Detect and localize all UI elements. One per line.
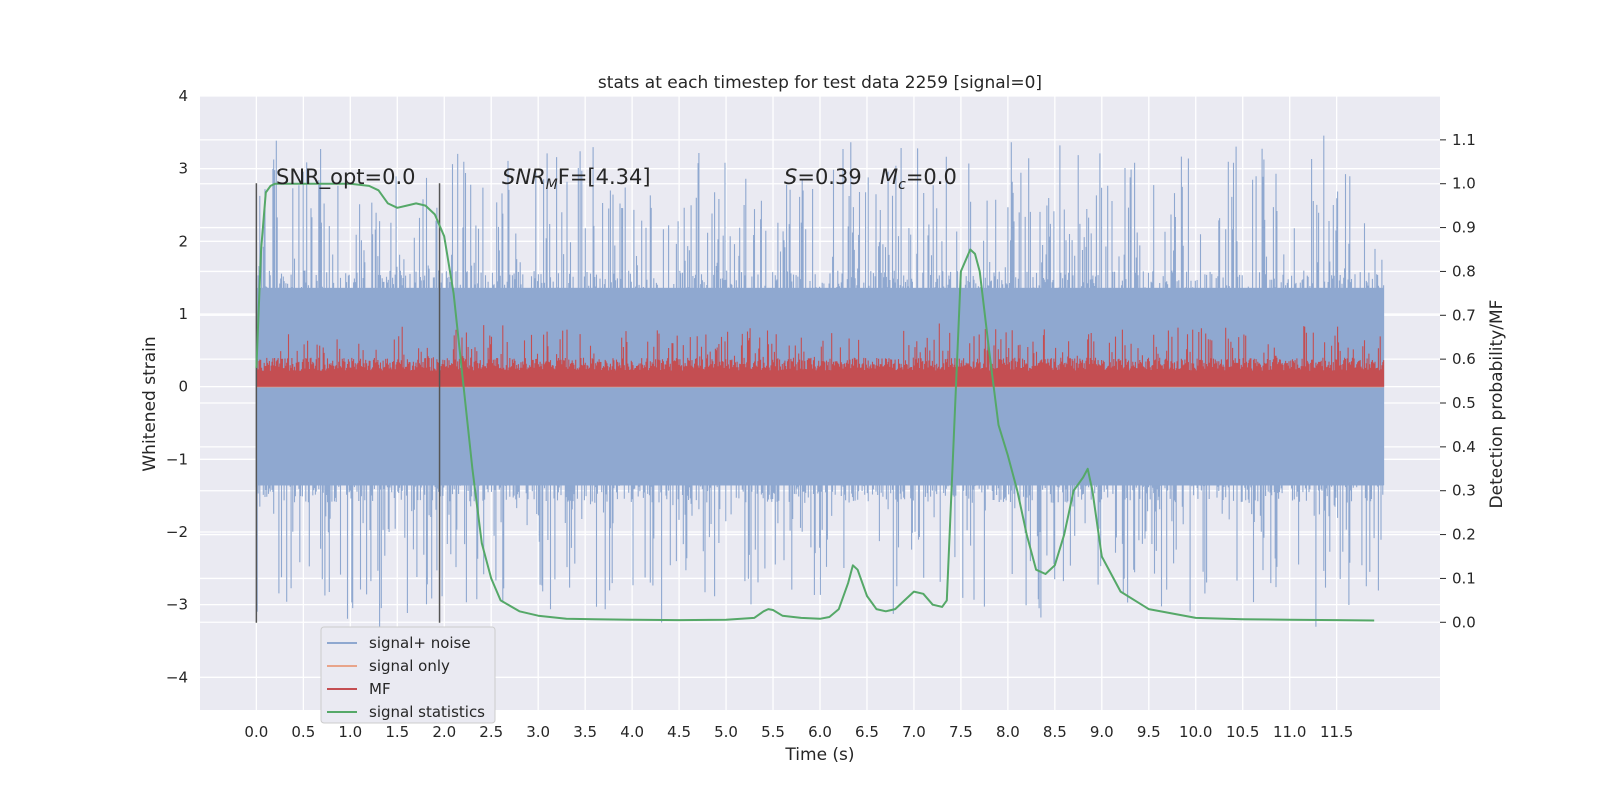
y-tick-labels: 4 3 2 1 0 −1 −2 −3 −4 bbox=[166, 87, 188, 686]
x-tick-label: 2.0 bbox=[432, 723, 456, 741]
x-tick-label: 1.5 bbox=[385, 723, 409, 741]
x-tick-label: 5.0 bbox=[714, 723, 738, 741]
x-tick-label: 4.0 bbox=[620, 723, 644, 741]
x-tick-label: 4.5 bbox=[667, 723, 691, 741]
x-tick-label: 0.0 bbox=[244, 723, 268, 741]
x-tick-label: 10.0 bbox=[1179, 723, 1212, 741]
x-tick-label: 9.5 bbox=[1137, 723, 1161, 741]
x-tick-label: 11.5 bbox=[1320, 723, 1353, 741]
mc-value: =0.0 bbox=[906, 165, 957, 189]
s-value: =0.39 bbox=[797, 165, 861, 189]
y-right-tick-label: 0.3 bbox=[1452, 482, 1476, 500]
signal-statistics-line bbox=[255, 182, 1375, 622]
x-axis-label: Time (s) bbox=[784, 745, 854, 765]
mc-subscript: c bbox=[898, 177, 906, 193]
x-tick-label: 6.0 bbox=[808, 723, 832, 741]
y-right-tick-label: 0.0 bbox=[1452, 613, 1476, 631]
chart-title: stats at each timestep for test data 225… bbox=[598, 73, 1042, 93]
x-tick-label: 7.5 bbox=[949, 723, 973, 741]
snr-mf-annotation: SNRMF=[4.34] bbox=[502, 165, 651, 193]
legend-label: signal+ noise bbox=[369, 634, 471, 652]
x-tick-label: 6.5 bbox=[855, 723, 879, 741]
y-right-tick-labels: 1.1 1.0 0.9 0.8 0.7 0.6 0.5 0.4 0.3 0.2 0.1 0.0 bbox=[1440, 131, 1476, 631]
legend-label: MF bbox=[369, 680, 391, 698]
snr-opt-annotation: SNR_opt=0.0 bbox=[276, 165, 416, 190]
x-tick-label: 8.0 bbox=[996, 723, 1020, 741]
s-annotation: S=0.39 bbox=[784, 165, 862, 189]
x-tick-label: 9.0 bbox=[1090, 723, 1114, 741]
y-right-tick-label: 0.6 bbox=[1452, 350, 1476, 368]
vertical-markers bbox=[255, 183, 441, 623]
y-tick-label: 2 bbox=[178, 232, 188, 250]
x-tick-label: 2.5 bbox=[479, 723, 503, 741]
y-tick-label: 0 bbox=[178, 378, 188, 396]
x-tick-label: 11.0 bbox=[1273, 723, 1306, 741]
x-tick-label: 3.5 bbox=[573, 723, 597, 741]
y-right-tick-label: 0.2 bbox=[1452, 526, 1476, 544]
x-tick-label: 5.5 bbox=[761, 723, 785, 741]
legend-label: signal statistics bbox=[369, 703, 485, 721]
legend: signal+ noise signal only MF signal statist… bbox=[320, 626, 496, 724]
s-label: S bbox=[784, 165, 797, 189]
mc-label: M bbox=[880, 165, 898, 189]
y-right-axis-label: Detection probability/MF bbox=[1487, 300, 1507, 509]
x-tick-label: 3.0 bbox=[526, 723, 550, 741]
legend-box bbox=[320, 626, 496, 724]
x-tick-label: 7.0 bbox=[902, 723, 926, 741]
y-tick-label: −1 bbox=[166, 450, 188, 468]
y-right-tick-label: 0.4 bbox=[1452, 438, 1476, 456]
x-tick-label: 10.5 bbox=[1226, 723, 1259, 741]
x-tick-label: 1.0 bbox=[338, 723, 362, 741]
y-right-tick-label: 1.0 bbox=[1452, 175, 1476, 193]
x-tick-labels: 0.0 0.5 1.0 1.5 2.0 2.5 3.0 3.5 4.0 4.5 5.0 5.5 6.0 6… bbox=[244, 723, 1353, 741]
snr-mf-value: F=[4.34] bbox=[558, 165, 651, 189]
mc-annotation: Mc=0.0 bbox=[880, 165, 957, 193]
y-tick-label: −4 bbox=[166, 668, 188, 686]
y-axis-label: Whitened strain bbox=[140, 336, 160, 471]
x-tick-label: 0.5 bbox=[291, 723, 315, 741]
y-tick-label: −3 bbox=[166, 596, 188, 614]
y-right-tick-label: 0.9 bbox=[1452, 219, 1476, 237]
y-tick-label: 1 bbox=[178, 305, 188, 323]
y-right-tick-label: 0.1 bbox=[1452, 569, 1476, 587]
y-right-tick-label: 1.1 bbox=[1452, 131, 1476, 149]
snr-mf-base: SNR bbox=[502, 165, 546, 189]
signal-statistics-series bbox=[255, 182, 1375, 622]
y-right-tick-label: 0.7 bbox=[1452, 306, 1476, 324]
y-tick-label: −2 bbox=[166, 523, 188, 541]
y-right-tick-label: 0.8 bbox=[1452, 262, 1476, 280]
snr-mf-subscript: M bbox=[546, 177, 558, 193]
x-tick-label: 8.5 bbox=[1043, 723, 1067, 741]
legend-label: signal only bbox=[369, 657, 450, 675]
y-right-tick-label: 0.5 bbox=[1452, 394, 1476, 412]
y-tick-label: 4 bbox=[178, 87, 188, 105]
y-tick-label: 3 bbox=[178, 160, 188, 178]
